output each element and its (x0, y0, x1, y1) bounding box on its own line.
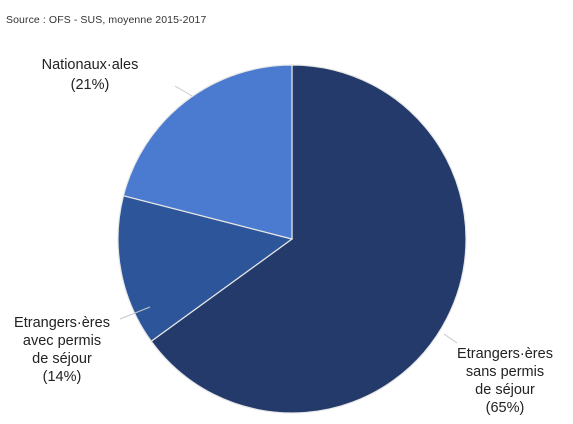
source-note: Source : OFS - SUS, moyenne 2015-2017 (6, 14, 207, 26)
label-sans-permis-line: sans permis (466, 364, 544, 380)
leader-lines (119, 85, 458, 344)
slice-sans-permis (150, 64, 467, 414)
label-sans-permis: Etrangers·ères sans permis de séjour (65%) (457, 346, 553, 416)
label-avec-permis: Etrangers·ères avec permis de séjour (14%) (14, 315, 110, 385)
label-sans-permis-line: de séjour (475, 382, 535, 398)
leader-line-avec-permis (119, 306, 151, 320)
pie-slices (117, 64, 467, 414)
label-avec-permis-line: avec permis (23, 333, 101, 349)
slice-avec-permis (117, 194, 294, 343)
label-avec-permis-line: (14%) (43, 369, 82, 385)
label-nationaux-line: Nationaux·ales (42, 57, 139, 73)
leader-line-sans-permis (443, 333, 458, 344)
slice-labels: Etrangers·ères sans permis de séjour (65%)E… (14, 57, 553, 416)
label-avec-permis-line: Etrangers·ères (14, 315, 110, 331)
label-nationaux: Nationaux·ales (21%) (42, 57, 139, 93)
label-sans-permis-line: (65%) (486, 400, 525, 416)
label-sans-permis-line: Etrangers·ères (457, 346, 553, 362)
leader-line-nationaux (174, 85, 193, 97)
label-nationaux-line: (21%) (71, 77, 110, 93)
label-avec-permis-line: de séjour (32, 351, 92, 367)
slice-nationaux (122, 64, 293, 240)
